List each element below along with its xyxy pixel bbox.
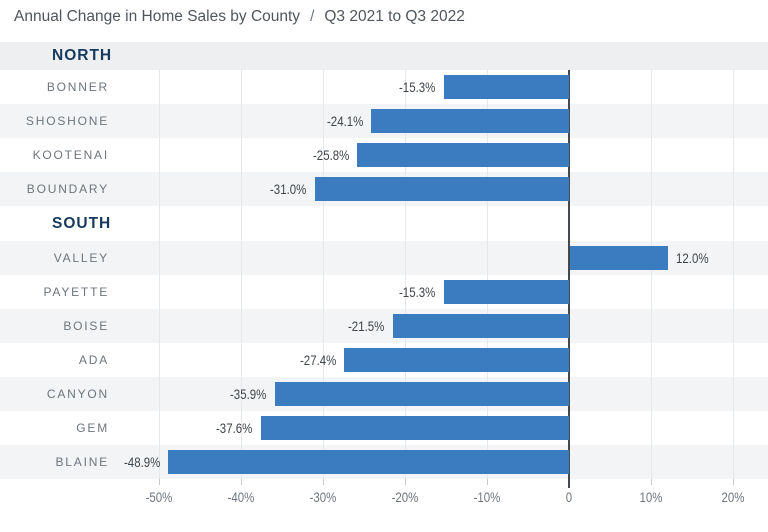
axis-tick-10 [651,479,652,485]
county-label-ada: ADA [78,353,109,367]
section-label-south: SOUTH [52,214,112,232]
axis-tick--20 [405,479,406,485]
value-label-canyon: -35.9% [230,386,267,402]
chart-title: Annual Change in Home Sales by County / Q3… [14,8,465,26]
x-axis-label--50: -50% [145,490,173,505]
county-label-boundary: BOUNDARY [26,182,109,196]
bar-shoshone [371,109,569,133]
bar-payette [443,280,569,304]
county-row-payette [0,275,768,309]
x-axis-label--20: -20% [391,490,419,505]
gridline--20 [405,70,406,479]
value-label-shoshone: -24.1% [327,113,364,129]
axis-tick--40 [241,479,242,485]
county-label-kootenai: KOOTENAI [32,148,109,162]
bar-boise [392,314,569,338]
section-header-south: SOUTH [0,206,768,241]
section-label-north: NORTH [52,47,113,64]
county-row-boise [0,309,768,343]
county-label-payette: PAYETTE [43,285,109,299]
county-label-blaine: BLAINE [55,455,109,469]
axis-tick--10 [487,479,488,485]
county-label-bonner: BONNER [46,80,109,94]
value-label-boundary: -31.0% [270,181,307,197]
gridline--10 [487,70,488,479]
value-label-ada: -27.4% [299,352,337,368]
gridline--40 [241,70,242,479]
county-label-gem: GEM [76,421,109,435]
x-axis-label--30: -30% [309,490,337,505]
value-label-payette: -15.3% [399,284,436,300]
value-label-boise: -21.5% [348,318,385,334]
gridline-20 [733,70,734,479]
axis-tick-20 [733,479,734,485]
axis-tick--50 [159,479,160,485]
section-header-north: NORTH [0,42,768,70]
chart-title-separator: / [310,8,315,25]
county-row-bonner [0,70,768,104]
bar-kootenai [357,143,569,167]
gridline--30 [323,70,324,479]
bar-bonner [443,75,569,99]
county-label-canyon: CANYON [46,387,109,401]
gridline--50 [159,70,160,479]
gridline-10 [651,70,652,479]
bar-boundary [314,177,569,201]
value-label-valley: 12.0% [676,250,709,266]
chart-title-main: Annual Change in Home Sales by County [14,8,301,25]
bar-valley [570,246,669,270]
bar-gem [260,416,569,440]
zero-baseline [568,70,570,488]
axis-tick--30 [323,479,324,485]
county-label-shoshone: SHOSHONE [25,114,109,128]
value-label-kootenai: -25.8% [313,147,350,163]
chart-title-period: Q3 2021 to Q3 2022 [324,8,465,25]
x-axis-label-0: 0 [565,490,573,505]
x-axis-label-20: 20% [721,490,745,505]
x-axis-label--10: -10% [473,490,501,505]
value-label-bonner: -15.3% [399,79,436,95]
bar-blaine [168,450,569,474]
county-label-boise: BOISE [63,319,109,333]
county-label-valley: VALLEY [53,251,109,265]
x-axis-label-10: 10% [639,490,663,505]
bar-canyon [274,382,569,406]
x-axis-label--40: -40% [227,490,255,505]
value-label-blaine: -48.9% [123,454,160,470]
value-label-gem: -37.6% [216,420,253,436]
bar-ada [344,348,569,372]
